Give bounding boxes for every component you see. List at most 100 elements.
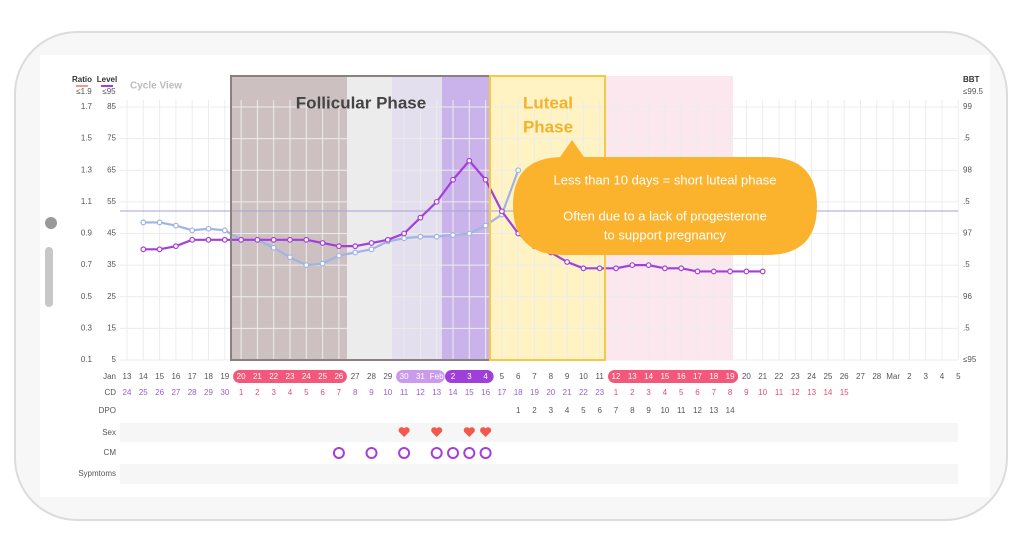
level-tick-label: 55 [107,197,116,206]
level-tick-label: 15 [107,323,116,332]
cd-label: 21 [563,388,572,397]
fertile-window [442,76,490,360]
ratio-tick-label: 1.3 [81,165,93,174]
date-label: 28 [872,372,881,381]
heart-icon [480,427,492,437]
date-label: 24 [807,372,816,381]
cd-label: 4 [663,388,668,397]
ratio-max: ≤1.9 [76,87,92,96]
date-label: 26 [840,372,849,381]
series-point [189,236,196,243]
date-label: 20 [742,372,751,381]
cm-icon [332,447,345,459]
cd-label: 30 [220,388,229,397]
series-point [694,268,701,275]
row-label: Sypmtoms [78,469,116,478]
date-label: 16 [677,372,686,381]
date-highlight [445,370,494,383]
row-label: CM [104,448,117,457]
date-label: 18 [204,372,213,381]
follicular-late [392,76,442,360]
date-label: 15 [660,372,669,381]
callout-text: Often due to a lack of progesterone [563,208,767,223]
date-label: 13 [628,372,637,381]
bbt-tick-label: 99 [963,102,972,111]
series-point [156,246,163,253]
date-highlight [396,370,445,383]
cm-icon [398,447,411,459]
ratio-tick-label: 1.5 [81,134,93,143]
level-tick-label: 65 [107,165,116,174]
cd-label: 17 [497,388,506,397]
date-label: 17 [693,372,702,381]
date-label: Mar [886,372,900,381]
series-point [221,227,228,234]
bbt-max: ≤99.5 [963,87,984,96]
luteal-label: Luteal [523,93,573,112]
date-label: 24 [302,372,311,381]
cd-label: 2 [630,388,635,397]
callout [513,140,817,255]
cm-icon [463,447,476,459]
bbt-label: BBT [963,75,980,84]
series-point [417,233,424,240]
cd-label: 27 [171,388,180,397]
cd-label: 25 [139,388,148,397]
level-tick-label: 85 [107,102,116,111]
cd-label: 3 [271,388,276,397]
dpo-label: 5 [581,406,586,415]
series-point [433,198,440,205]
ratio-tick-label: 1.7 [81,102,93,111]
bbt-tick-label: .5 [963,197,970,206]
level-tick-label: 5 [112,355,117,364]
cm-icon [479,447,492,459]
date-label: 9 [565,372,570,381]
cd-label: 9 [744,388,749,397]
date-label: 11 [596,372,605,381]
bbt-tick-label: 96 [963,292,972,301]
heart-icon [398,427,410,437]
series-point [466,157,473,164]
cd-label: 2 [255,388,260,397]
date-label: 17 [188,372,197,381]
date-label: 23 [286,372,295,381]
date-highlight [233,370,347,383]
series-point [287,236,293,243]
series-point [352,249,359,256]
follicular-label: Follicular Phase [296,93,426,112]
ratio-tick-label: 0.3 [81,323,93,332]
date-label: 4 [940,372,945,381]
series-point [352,243,359,250]
cd-label: 7 [337,388,342,397]
cd-label: 4 [288,388,293,397]
cd-label: 5 [304,388,309,397]
cm-icon [430,447,443,459]
series-point [580,265,587,272]
cd-label: 15 [840,388,849,397]
date-label: 3 [467,372,472,381]
date-label: 5 [500,372,505,381]
series-point [596,265,603,272]
series-point [662,265,668,272]
date-label: 19 [220,372,229,381]
bbt-tick-label: 98 [963,165,972,174]
dpo-label: 1 [516,406,521,415]
cd-label: 20 [546,388,555,397]
date-label: 12 [612,372,621,381]
cd-label: 8 [353,388,358,397]
series-point [172,243,179,250]
bbt-tick-label: .5 [963,323,970,332]
cd-label: 10 [758,388,767,397]
date-label: 4 [483,372,488,381]
cd-label: 29 [204,388,213,397]
series-point [417,214,424,221]
series-point [482,176,489,183]
heart-icon [463,427,475,437]
heart-icon [431,427,443,437]
dpo-label: 3 [549,406,554,415]
date-label: 8 [549,372,554,381]
series-point [710,268,717,275]
date-label: 25 [318,372,327,381]
date-label: 19 [726,372,735,381]
date-label: 15 [155,372,164,381]
